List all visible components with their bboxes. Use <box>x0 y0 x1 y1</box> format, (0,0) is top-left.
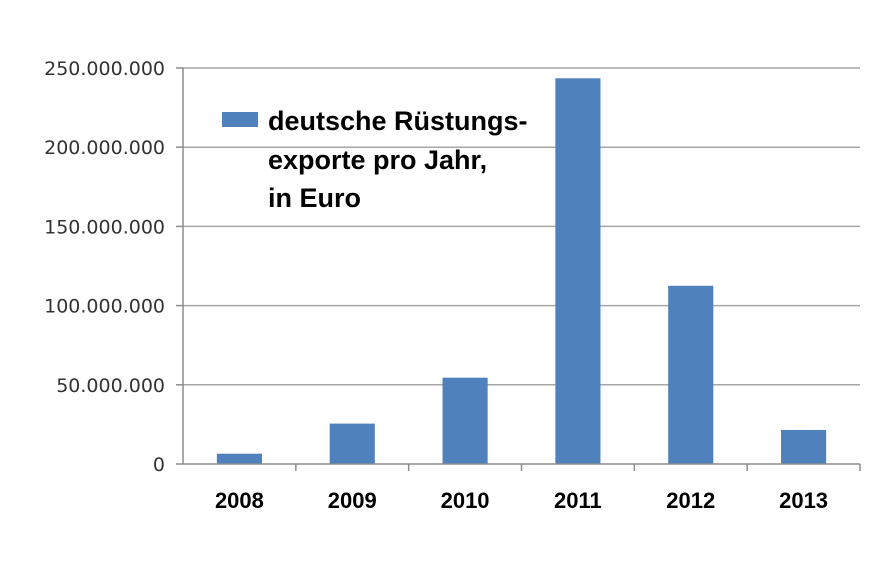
legend-swatch <box>222 112 258 127</box>
x-tick-label: 2010 <box>441 488 490 513</box>
bar-2008 <box>216 453 262 464</box>
x-tick-label: 2011 <box>554 488 602 513</box>
x-tick-label: 2008 <box>215 488 264 513</box>
bar-2011 <box>555 78 601 465</box>
bars <box>216 78 827 465</box>
y-tick-label: 250.000.000 <box>44 58 165 80</box>
bar-2009 <box>329 423 375 464</box>
legend-line-2: exporte pro Jahr, <box>268 145 487 175</box>
legend-line-1: deutsche Rüstungs- <box>268 106 528 136</box>
gridlines <box>183 67 860 386</box>
x-tick-label: 2009 <box>328 488 377 513</box>
y-tick-label: 200.000.000 <box>44 137 165 159</box>
y-tick-label: 50.000.000 <box>56 375 165 397</box>
y-tick-labels: 0 50.000.000 100.000.000 150.000.000 200.000… <box>44 58 165 476</box>
x-tick-labels: 2008 2009 2010 2011 2012 2013 <box>215 488 828 513</box>
y-tick-label: 150.000.000 <box>44 216 165 238</box>
legend: deutsche Rüstungs- exporte pro Jahr, in … <box>222 106 528 213</box>
bar-2010 <box>442 377 488 464</box>
bar-2012 <box>668 285 714 464</box>
legend-line-3: in Euro <box>268 183 361 213</box>
x-tick-label: 2013 <box>779 488 828 513</box>
x-tick-label: 2012 <box>666 488 715 513</box>
bar-2013 <box>781 429 827 464</box>
axes <box>176 67 861 471</box>
y-tick-label: 0 <box>153 454 165 476</box>
y-tick-label: 100.000.000 <box>44 296 165 318</box>
